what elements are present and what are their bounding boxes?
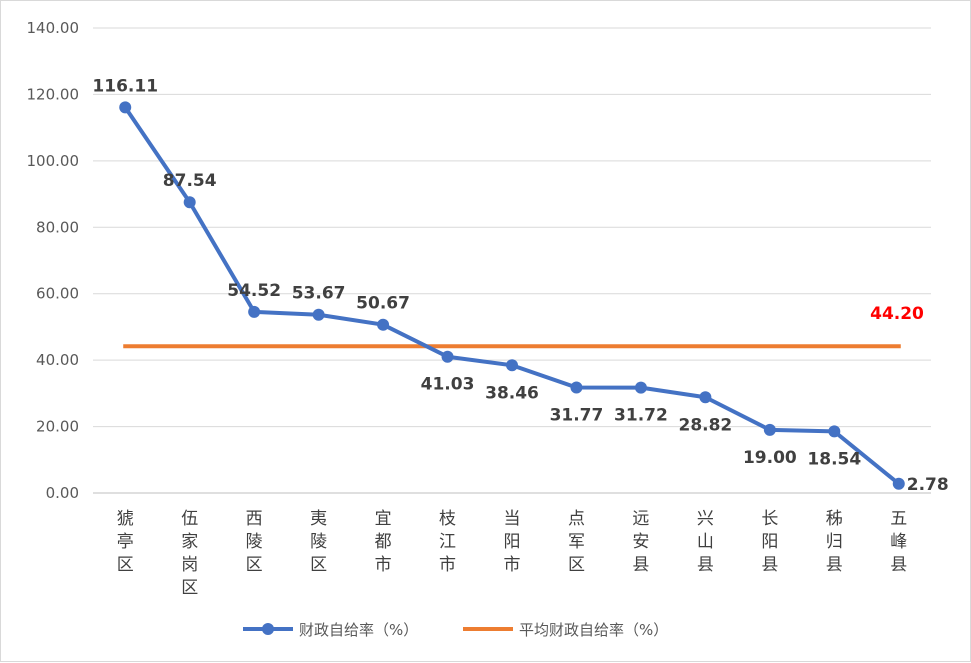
data-point bbox=[248, 305, 261, 318]
x-tick-label: 五峰县 bbox=[890, 509, 907, 575]
x-axis: 猇亭区 伍家岗区 西陵区 夷陵区 宜都市 枝江市 当阳市 点军区 远安县 兴山县 长阳县 秭归县 五峰县 bbox=[117, 509, 908, 598]
data-label: 41.03 bbox=[421, 375, 475, 395]
legend: 财政自给率（%） 平均财政自给率（%） bbox=[243, 621, 668, 639]
x-tick-label: 当阳市 bbox=[504, 509, 521, 575]
y-tick-label: 120.00 bbox=[27, 85, 80, 103]
self-sufficiency-series: 116.11 87.54 54.52 53.67 50.67 41.03 38.46 31.7… bbox=[92, 76, 948, 494]
average-series: 44.20 bbox=[123, 304, 924, 349]
y-tick-label: 80.00 bbox=[36, 218, 79, 236]
y-tick-label: 60.00 bbox=[36, 285, 79, 303]
data-point bbox=[377, 318, 390, 331]
data-point bbox=[763, 423, 776, 436]
y-tick-label: 140.00 bbox=[27, 19, 80, 37]
x-tick-label: 远安县 bbox=[632, 509, 649, 575]
data-label: 28.82 bbox=[678, 415, 732, 435]
data-point bbox=[183, 196, 196, 209]
data-label: 2.78 bbox=[907, 475, 949, 495]
x-tick-label: 点军区 bbox=[568, 509, 585, 575]
data-label: 87.54 bbox=[163, 171, 217, 191]
y-tick-label: 0.00 bbox=[46, 484, 79, 502]
data-label: 50.67 bbox=[356, 294, 410, 314]
data-point bbox=[570, 381, 583, 394]
data-point bbox=[441, 350, 454, 363]
data-point bbox=[312, 308, 325, 321]
x-tick-label: 猇亭区 bbox=[117, 509, 134, 575]
average-value-label: 44.20 bbox=[870, 304, 924, 324]
gridlines bbox=[93, 27, 931, 494]
data-label: 116.11 bbox=[92, 76, 158, 96]
data-point bbox=[699, 391, 712, 404]
data-label: 31.77 bbox=[550, 405, 604, 425]
y-tick-label: 20.00 bbox=[36, 418, 79, 436]
data-label: 31.72 bbox=[614, 406, 668, 426]
x-tick-label: 夷陵区 bbox=[310, 509, 327, 575]
x-tick-label: 秭归县 bbox=[826, 509, 843, 575]
data-point bbox=[634, 381, 647, 394]
data-point bbox=[119, 101, 132, 114]
x-tick-label: 伍家岗区 bbox=[181, 509, 198, 598]
data-label: 53.67 bbox=[292, 284, 346, 304]
x-tick-label: 枝江市 bbox=[439, 509, 456, 575]
data-label: 38.46 bbox=[485, 383, 539, 403]
data-label: 54.52 bbox=[227, 281, 281, 301]
y-tick-label: 100.00 bbox=[27, 152, 80, 170]
y-tick-label: 40.00 bbox=[36, 351, 79, 369]
legend-label-series-1: 财政自给率（%） bbox=[299, 621, 418, 639]
x-tick-label: 长阳县 bbox=[761, 509, 778, 575]
legend-label-series-2: 平均财政自给率（%） bbox=[519, 621, 668, 639]
x-tick-label: 西陵区 bbox=[246, 509, 263, 575]
data-point bbox=[828, 425, 841, 438]
data-point bbox=[892, 477, 905, 490]
x-tick-label: 兴山县 bbox=[697, 509, 714, 575]
x-tick-label: 宜都市 bbox=[375, 509, 392, 575]
data-label: 18.54 bbox=[807, 449, 861, 469]
data-label: 19.00 bbox=[743, 448, 797, 468]
data-point bbox=[506, 359, 518, 372]
y-axis: 0.00 20.00 40.00 60.00 80.00 100.00 120.00 140.… bbox=[27, 19, 80, 502]
legend-marker-series-1 bbox=[262, 623, 274, 635]
